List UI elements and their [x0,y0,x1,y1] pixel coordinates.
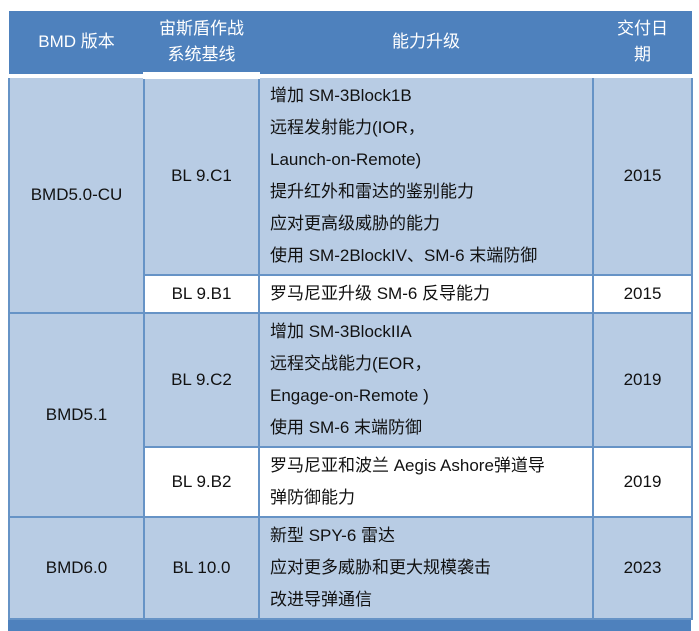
header-cell-capability: 能力升级 [259,11,593,78]
header-date-line2: 期 [634,45,651,65]
cell-version: BMD5.1 [8,311,145,518]
capability-line: 改进导弹通信 [270,589,372,609]
capability-line: Launch-on-Remote) [270,149,422,169]
table-row: BMD5.0-CU BL 9.C1 增加 SM-3Block1B 远程发射能力(… [8,74,693,314]
capability-line: 增加 SM-3Block1B [270,85,412,105]
cell-capabilities: 罗马尼亚和波兰 Aegis Ashore弹道导 弹防御能力 [258,445,594,518]
table-row: BMD6.0 BL 10.0 新型 SPY-6 雷达 应对更多威胁和更大规模袭击… [8,515,693,620]
capability-line: 应对更多威胁和更大规模袭击 [270,557,491,577]
header-baseline-line2: 系统基线 [167,44,236,64]
capability-line: 提升红外和雷达的鉴别能力 [270,181,474,201]
cell-baseline: BL 9.C2 [143,311,260,448]
header-version-label: BMD 版本 [38,32,115,52]
cell-capabilities: 增加 SM-3BlockIIA 远程交战能力(EOR， Engage-on-Re… [258,311,594,448]
cell-version: BMD6.0 [8,515,145,620]
cell-baseline: BL 9.B1 [143,273,260,314]
header-capability-label: 能力升级 [392,32,460,52]
header-row: BMD 版本 宙斯盾作战 系统基线 能力升级 交付日 期 [9,11,692,79]
cell-date: 2019 [592,311,693,448]
capability-line: 增加 SM-3BlockIIA [270,321,412,341]
bmd-upgrade-table: BMD 版本 宙斯盾作战 系统基线 能力升级 交付日 期 BMD5.0-CU B [8,11,693,620]
cell-version: BMD5.0-CU [8,74,145,314]
header-cell-version: BMD 版本 [9,11,144,78]
capability-line: 罗马尼亚和波兰 Aegis Ashore弹道导 [270,455,545,475]
header-cell-baseline: 宙斯盾作战 系统基线 [144,11,259,79]
cell-date: 2015 [592,273,693,314]
cell-capabilities: 罗马尼亚升级 SM-6 反导能力 [258,273,594,314]
cell-baseline: BL 9.C1 [143,74,260,276]
cell-date: 2019 [592,445,693,518]
capability-line: 罗马尼亚升级 SM-6 反导能力 [270,283,491,303]
capability-line: Engage-on-Remote ) [270,385,429,405]
capability-line: 弹防御能力 [270,487,355,507]
capability-line: 远程发射能力(IOR， [270,117,425,137]
header-date-line1: 交付日 [617,19,668,39]
capability-line: 远程交战能力(EOR， [270,353,432,373]
table-row: BL 9.B2 罗马尼亚和波兰 Aegis Ashore弹道导 弹防御能力 20… [9,445,693,518]
header-baseline-line1: 宙斯盾作战 [159,18,244,38]
capability-line: 使用 SM-6 末端防御 [270,417,423,437]
cell-baseline: BL 9.B2 [143,445,260,518]
table-row: BMD5.1 BL 9.C2 增加 SM-3BlockIIA 远程交战能力(EO… [8,311,693,518]
cell-baseline: BL 10.0 [143,515,260,620]
cell-capabilities: 新型 SPY-6 雷达 应对更多威胁和更大规模袭击 改进导弹通信 [258,515,594,620]
table-bottom-bar [8,619,691,631]
cell-capabilities: 增加 SM-3Block1B 远程发射能力(IOR， Launch-on-Rem… [258,74,594,276]
cell-date: 2023 [592,515,693,620]
capability-line: 应对更高级威胁的能力 [270,213,440,233]
capability-line: 新型 SPY-6 雷达 [270,525,396,545]
table-row: BL 9.B1 罗马尼亚升级 SM-6 反导能力 2015 [9,273,693,314]
page: BMD 版本 宙斯盾作战 系统基线 能力升级 交付日 期 BMD5.0-CU B [8,11,693,631]
capability-line: 使用 SM-2BlockIV、SM-6 末端防御 [270,245,538,265]
cell-date: 2015 [592,74,693,276]
header-cell-date: 交付日 期 [593,11,692,78]
